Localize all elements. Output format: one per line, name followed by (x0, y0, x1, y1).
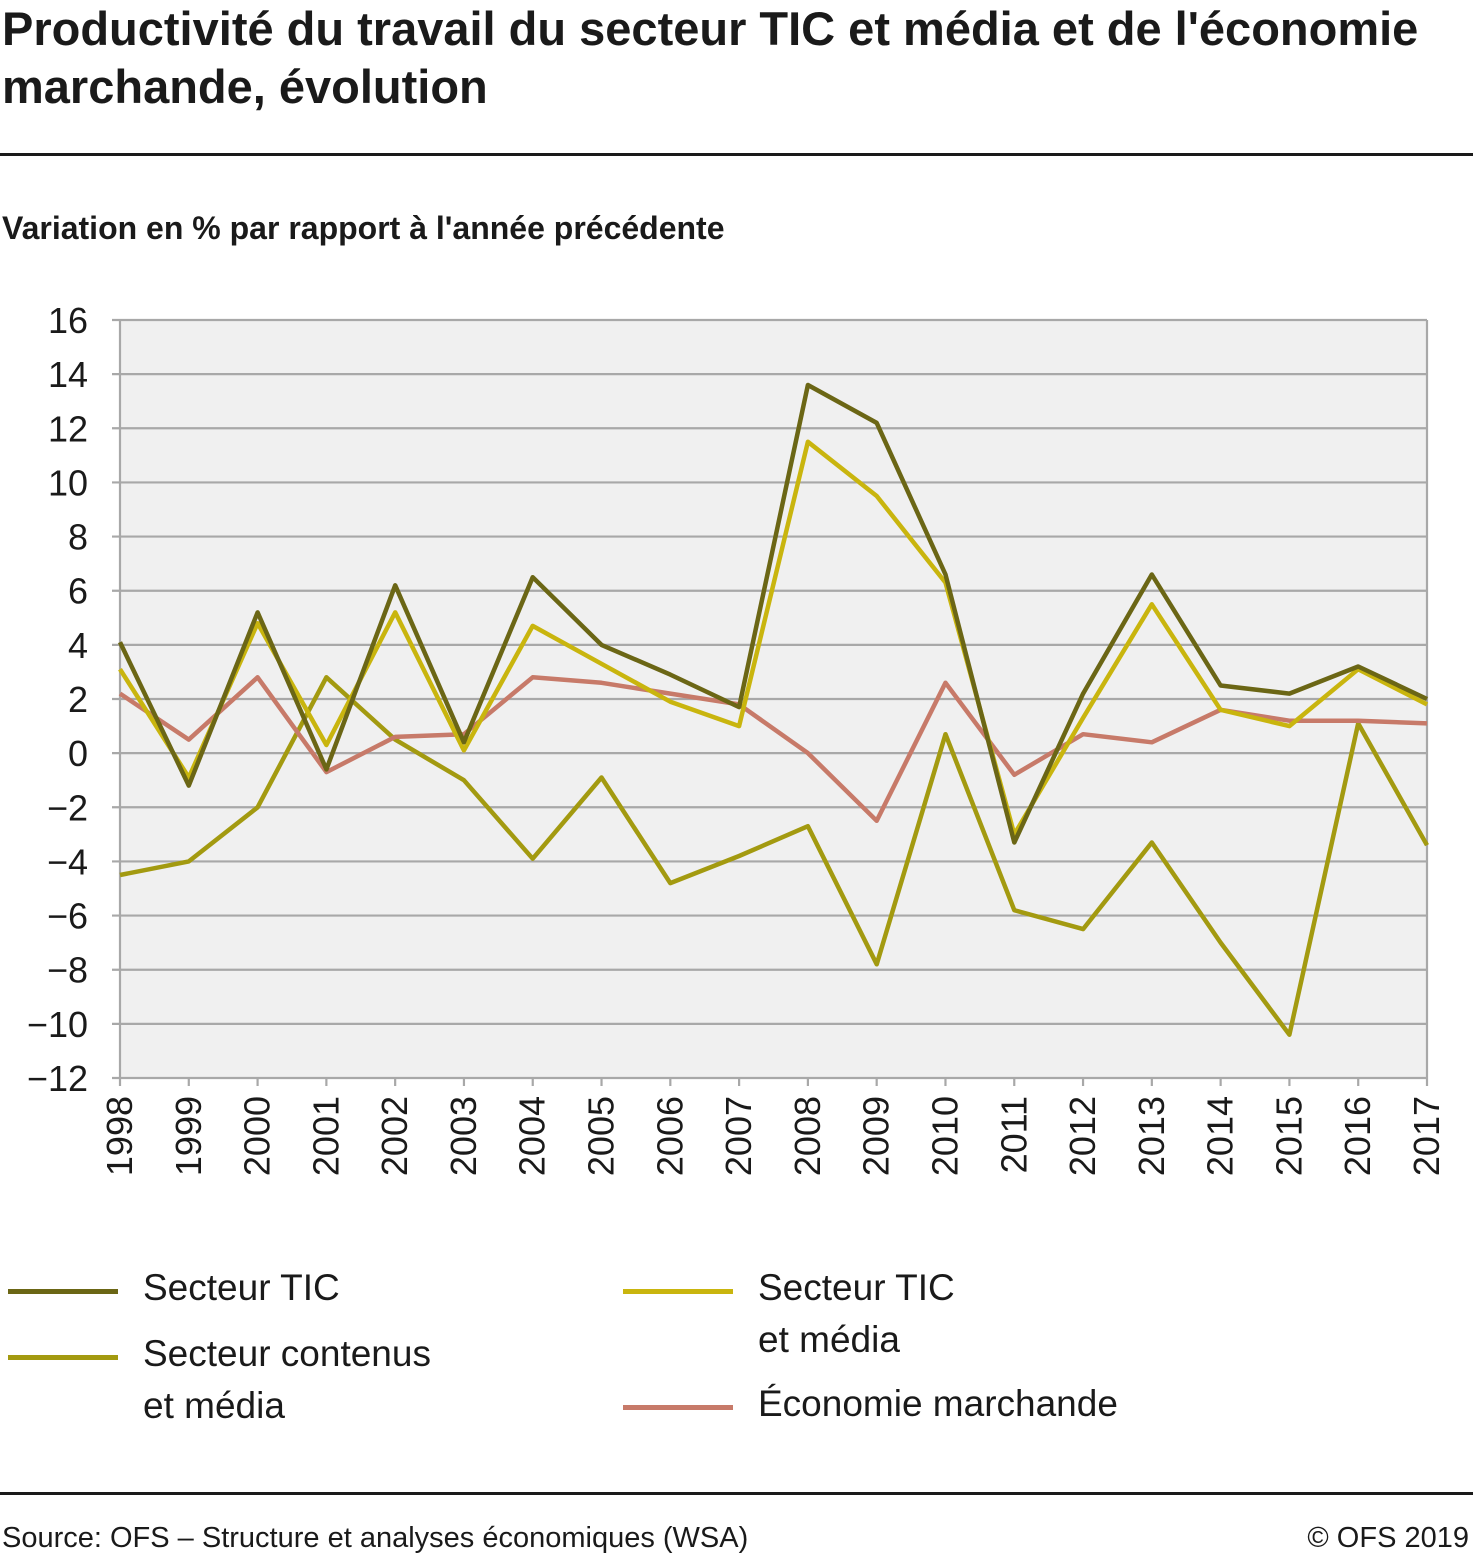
y-tick-label: 0 (68, 733, 88, 774)
y-tick-label: −6 (47, 896, 88, 937)
y-axis-ticks: 16 14 12 10 8 6 4 2 0 −2 −4 −6 −8 −10 −12 (27, 300, 88, 1099)
y-tick-label: −10 (27, 1004, 88, 1045)
x-tick-label: 2009 (856, 1096, 897, 1176)
x-tick-label: 2010 (924, 1096, 965, 1176)
legend-label-economie-marchande: Économie marchande (758, 1383, 1118, 1424)
y-tick-label: −4 (47, 841, 88, 882)
line-chart: 16 14 12 10 8 6 4 2 0 −2 −4 −6 −8 −10 −12 1998 1999 2000… (27, 300, 1447, 1176)
x-tick-label: 2007 (718, 1096, 759, 1176)
series-line-secteur-contenus-et-m-dia (119, 675, 1429, 1037)
legend-swatch-economie-marchande (623, 1405, 733, 1410)
x-tick-label: 1998 (99, 1096, 140, 1176)
y-tick-label: 16 (48, 300, 88, 341)
y-tick-label: −2 (47, 787, 88, 828)
series-line-secteur-tic (117, 382, 1428, 845)
x-tick-label: 2004 (512, 1096, 553, 1176)
y-tick-label: 6 (68, 571, 88, 612)
series-line-secteur-tic-et-m-dia (118, 439, 1429, 837)
x-tick-label: 2001 (305, 1096, 346, 1176)
x-tick-label: 2012 (1062, 1096, 1103, 1176)
x-tick-label: 2000 (237, 1096, 278, 1176)
x-tick-label: 2006 (649, 1096, 690, 1176)
chart-subtitle: Variation en % par rapport à l'année pré… (2, 210, 725, 246)
x-tick-label: 2002 (374, 1096, 415, 1176)
x-tick-label: 2008 (787, 1096, 828, 1176)
legend: Secteur TIC Secteur contenus et média Se… (0, 1262, 1473, 1442)
y-tick-label: 10 (48, 462, 88, 503)
x-tick-label: 2013 (1131, 1096, 1172, 1176)
legend-item-economie-marchande: Économie marchande (623, 1378, 1178, 1430)
footer-rule (0, 1492, 1473, 1495)
y-tick-label: 4 (68, 625, 88, 666)
x-tick-label: 2015 (1268, 1096, 1309, 1176)
x-tick-label: 2014 (1200, 1096, 1241, 1176)
legend-label-secteur-tic: Secteur TIC (143, 1267, 340, 1308)
legend-swatch-secteur-contenus-media (8, 1355, 118, 1360)
legend-item-secteur-tic: Secteur TIC (8, 1262, 463, 1314)
x-tick-label: 1999 (168, 1096, 209, 1176)
y-tick-label: 12 (48, 408, 88, 449)
chart-title: Productivité du travail du secteur TIC e… (2, 2, 1419, 113)
source-note: Source: OFS – Structure et analyses écon… (2, 1522, 749, 1554)
y-tick-label: 2 (68, 679, 88, 720)
x-tick-label: 2003 (443, 1096, 484, 1176)
copyright-note: © OFS 2019 (1307, 1522, 1469, 1554)
x-tick-label: 2011 (993, 1096, 1034, 1173)
y-tick-label: 8 (68, 517, 88, 558)
legend-item-secteur-tic-media: Secteur TIC et média (623, 1262, 988, 1366)
y-tick-label: 14 (48, 354, 88, 395)
legend-swatch-secteur-tic (8, 1289, 118, 1294)
legend-swatch-secteur-tic-media (623, 1289, 733, 1294)
series-line--conomie-marchande (118, 675, 1428, 824)
legend-item-secteur-contenus-media: Secteur contenus et média (8, 1328, 463, 1432)
title-rule (0, 153, 1473, 156)
y-tick-label: −12 (27, 1058, 88, 1099)
x-tick-label: 2017 (1406, 1096, 1447, 1176)
x-axis-ticks: 1998 1999 2000 2001 2002 2003 2004 2005 2006 2007… (99, 1078, 1447, 1176)
legend-label-secteur-tic-media: Secteur TIC et média (758, 1267, 955, 1360)
legend-label-secteur-contenus-media: Secteur contenus et média (143, 1333, 431, 1426)
x-tick-label: 2005 (581, 1096, 622, 1176)
x-tick-label: 2016 (1337, 1096, 1378, 1176)
series-lines (117, 382, 1429, 1037)
y-tick-label: −8 (47, 950, 88, 991)
